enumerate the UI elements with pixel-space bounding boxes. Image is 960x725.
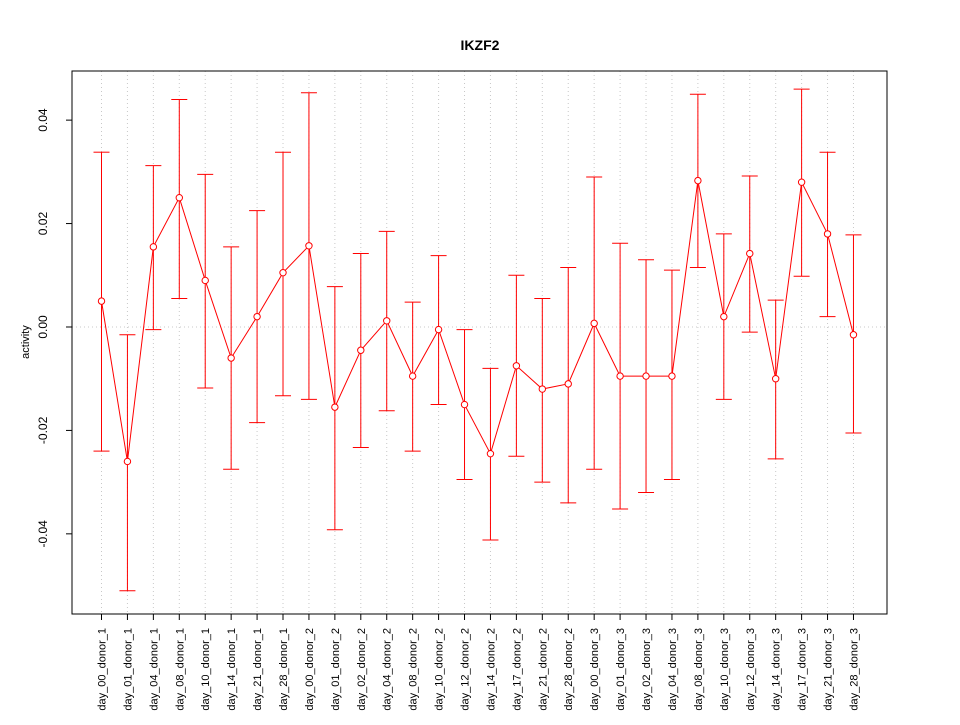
y-tick-label: 0.02	[36, 212, 50, 236]
data-point	[512, 362, 521, 370]
x-tick-label: day_02_donor_2	[356, 628, 368, 711]
data-point	[123, 457, 132, 466]
data-point	[771, 375, 780, 383]
data-point	[564, 380, 572, 388]
data-point	[331, 403, 339, 411]
data-point	[460, 400, 469, 409]
x-tick-label: day_00_donor_2	[304, 628, 316, 711]
data-point	[616, 372, 624, 380]
x-tick-label: day_21_donor_1	[252, 628, 264, 711]
y-axis-label: activity	[20, 325, 32, 359]
x-tick-label: day_12_donor_3	[745, 628, 757, 711]
data-point	[175, 194, 183, 202]
y-tick-label: 0.00	[36, 315, 50, 339]
data-point	[201, 276, 209, 285]
x-tick-label: day_04_donor_1	[148, 628, 160, 711]
x-tick-label: day_01_donor_1	[122, 628, 134, 711]
y-tick-label: 0.04	[36, 108, 50, 132]
data-point	[434, 325, 443, 334]
data-point	[486, 449, 495, 458]
x-tick-label: day_14_donor_2	[485, 628, 497, 711]
plot-frame	[71, 70, 888, 615]
data-point	[746, 249, 754, 258]
error-bars	[93, 88, 862, 592]
x-tick-label: day_08_donor_1	[174, 628, 186, 711]
series-polyline	[101, 180, 854, 462]
data-point	[823, 230, 832, 238]
x-tick-label: day_17_donor_2	[511, 628, 523, 711]
data-points	[97, 176, 858, 466]
x-tick-label: day_21_donor_3	[823, 628, 835, 711]
data-point	[797, 178, 806, 186]
data-point	[97, 297, 106, 305]
data-point	[279, 268, 287, 277]
data-point	[642, 372, 650, 380]
x-tick-label: day_28_donor_1	[278, 628, 290, 711]
x-tick-label: day_00_donor_1	[97, 628, 109, 711]
x-tick-label: day_01_donor_3	[615, 628, 627, 711]
data-point	[720, 312, 728, 321]
x-tick-label: day_00_donor_3	[589, 628, 601, 711]
x-tick-label: day_10_donor_1	[200, 628, 212, 711]
x-tick-label: day_14_donor_1	[226, 628, 238, 711]
x-tick-label: day_12_donor_2	[460, 628, 472, 711]
data-point	[694, 176, 702, 185]
data-point	[590, 319, 598, 328]
x-tick-label: day_28_donor_2	[563, 628, 575, 711]
axes: -0.04 -0.02 0.00 0.02 0.04 day_00_donor_1 day_…	[36, 108, 860, 710]
data-point	[227, 354, 235, 362]
data-point	[849, 331, 858, 339]
data-point	[408, 372, 417, 380]
x-tick-label: day_21_donor_2	[537, 628, 549, 711]
data-point	[668, 372, 676, 380]
data-point	[149, 243, 158, 251]
y-tick-label: -0.02	[36, 416, 50, 444]
data-point	[305, 242, 313, 250]
x-tick-label: day_10_donor_2	[434, 628, 446, 711]
x-tick-label: day_02_donor_3	[641, 628, 653, 711]
x-tick-label: day_01_donor_2	[330, 628, 342, 711]
grid-lines	[72, 71, 887, 614]
x-tick-label: day_14_donor_3	[771, 628, 783, 711]
x-tick-label: day_08_donor_3	[693, 628, 705, 711]
series-line	[101, 180, 854, 462]
x-tick-label: day_17_donor_3	[797, 628, 809, 711]
x-tick-label: day_08_donor_2	[408, 628, 420, 711]
data-point	[538, 385, 547, 393]
x-tick-label: day_04_donor_3	[667, 628, 679, 711]
x-tick-label: day_04_donor_2	[382, 628, 394, 711]
chart-title: IKZF2	[461, 37, 500, 53]
data-point	[253, 312, 261, 321]
x-tick-label: day_10_donor_3	[719, 628, 731, 711]
data-point	[383, 317, 391, 325]
data-point	[357, 346, 365, 354]
x-tick-label: day_28_donor_3	[848, 628, 860, 711]
y-tick-label: -0.04	[36, 520, 50, 548]
